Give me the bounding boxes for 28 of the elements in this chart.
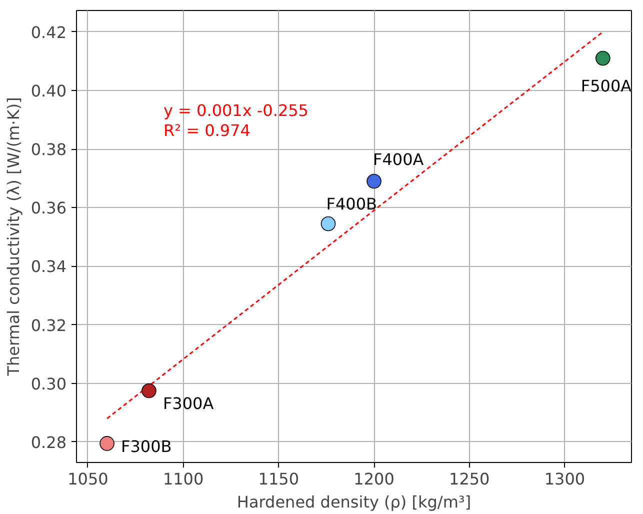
point xyxy=(595,50,610,66)
annotation: y = 0.001x -0.255 xyxy=(164,101,308,120)
x-tick-label: 1050 xyxy=(68,470,108,488)
annotation: F300B xyxy=(121,436,172,456)
x-tick-label: 1200 xyxy=(354,470,394,488)
x-tick-label: 1250 xyxy=(449,470,490,488)
annotation: F400B xyxy=(326,194,377,214)
x-tick-label: 1150 xyxy=(258,470,300,488)
y-tick-label: 0.42 xyxy=(30,22,66,42)
point xyxy=(320,216,336,232)
y-tick-label: 0.34 xyxy=(30,257,66,276)
annotation: F400A xyxy=(373,150,424,169)
x-tick-label: 1100 xyxy=(162,470,204,488)
y-tick-label: 0.30 xyxy=(30,374,66,394)
y-tick-label: 0.28 xyxy=(30,432,66,452)
y-axis-title: Thermal conductivity (λ) [W/(m·K)] xyxy=(4,97,23,377)
annotation: F300A xyxy=(162,394,214,414)
annotation: F500A xyxy=(580,76,632,96)
y-tick-label: 0.32 xyxy=(30,316,66,335)
y-tick-label: 0.38 xyxy=(30,140,66,160)
y-tick-label: 0.36 xyxy=(30,198,66,218)
point xyxy=(142,383,156,398)
x-axis-title: Hardened density (ρ) [kg/m³] xyxy=(236,492,472,512)
point xyxy=(100,436,114,451)
y-tick-label: 0.40 xyxy=(30,81,66,100)
annotation: R² = 0.974 xyxy=(164,121,250,140)
x-tick-label: 1300 xyxy=(544,470,586,488)
point xyxy=(366,174,382,189)
